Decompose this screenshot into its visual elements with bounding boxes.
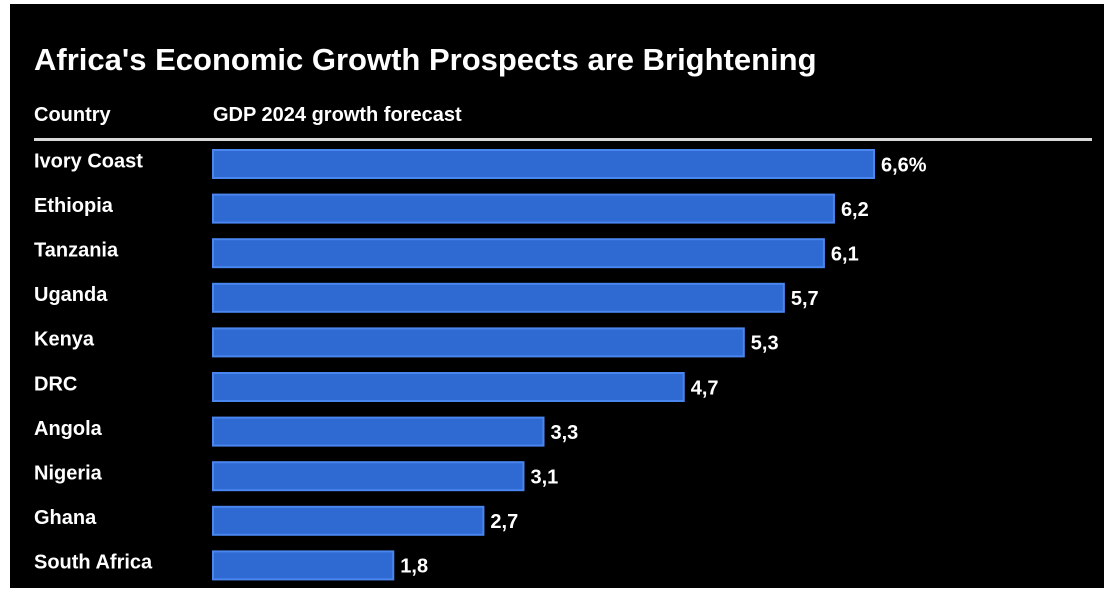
bar-chart: Ivory Coast 6,6% Ethiopia 6,2 Tanzania 6,1 Uga… bbox=[34, 149, 927, 581]
value-label-drc: 4,7 bbox=[691, 377, 719, 399]
country-column-header: Country bbox=[34, 104, 111, 126]
chart-title: Africa's Economic Growth Prospects are B… bbox=[34, 42, 817, 77]
chart-panel: Africa's Economic Growth Prospects are B… bbox=[10, 4, 1104, 588]
category-label-uganda: Uganda bbox=[34, 284, 108, 306]
value-label-ethiopia: 6,2 bbox=[841, 199, 869, 221]
bar-south-africa bbox=[212, 550, 395, 581]
category-label-ethiopia: Ethiopia bbox=[34, 195, 114, 217]
bar-kenya bbox=[212, 327, 745, 358]
category-label-south-africa: South Africa bbox=[34, 552, 153, 574]
value-label-south-africa: 1,8 bbox=[400, 556, 428, 578]
value-label-ghana: 2,7 bbox=[490, 511, 518, 533]
category-label-angola: Angola bbox=[34, 418, 103, 440]
category-label-ghana: Ghana bbox=[34, 507, 97, 529]
bar-ghana bbox=[212, 505, 485, 536]
bar-drc bbox=[212, 372, 685, 402]
gdp-column-header: GDP 2024 growth forecast bbox=[213, 104, 462, 126]
category-label-nigeria: Nigeria bbox=[34, 462, 103, 484]
bar-ethiopia bbox=[212, 193, 835, 224]
value-label-kenya: 5,3 bbox=[751, 333, 779, 355]
header-divider bbox=[34, 138, 1092, 141]
value-label-uganda: 5,7 bbox=[791, 288, 819, 310]
category-label-ivory-coast: Ivory Coast bbox=[34, 150, 143, 172]
category-label-drc: DRC bbox=[34, 373, 77, 395]
value-label-nigeria: 3,1 bbox=[530, 466, 558, 488]
bar-angola bbox=[212, 416, 545, 447]
category-label-kenya: Kenya bbox=[34, 329, 95, 351]
bar-ivory-coast bbox=[212, 149, 875, 179]
bar-nigeria bbox=[212, 461, 525, 492]
value-label-tanzania: 6,1 bbox=[831, 243, 859, 265]
bar-uganda bbox=[212, 282, 785, 313]
category-label-tanzania: Tanzania bbox=[34, 239, 119, 261]
value-label-angola: 3,3 bbox=[551, 422, 579, 444]
bar-tanzania bbox=[212, 238, 825, 269]
value-label-ivory-coast: 6,6% bbox=[881, 154, 927, 176]
